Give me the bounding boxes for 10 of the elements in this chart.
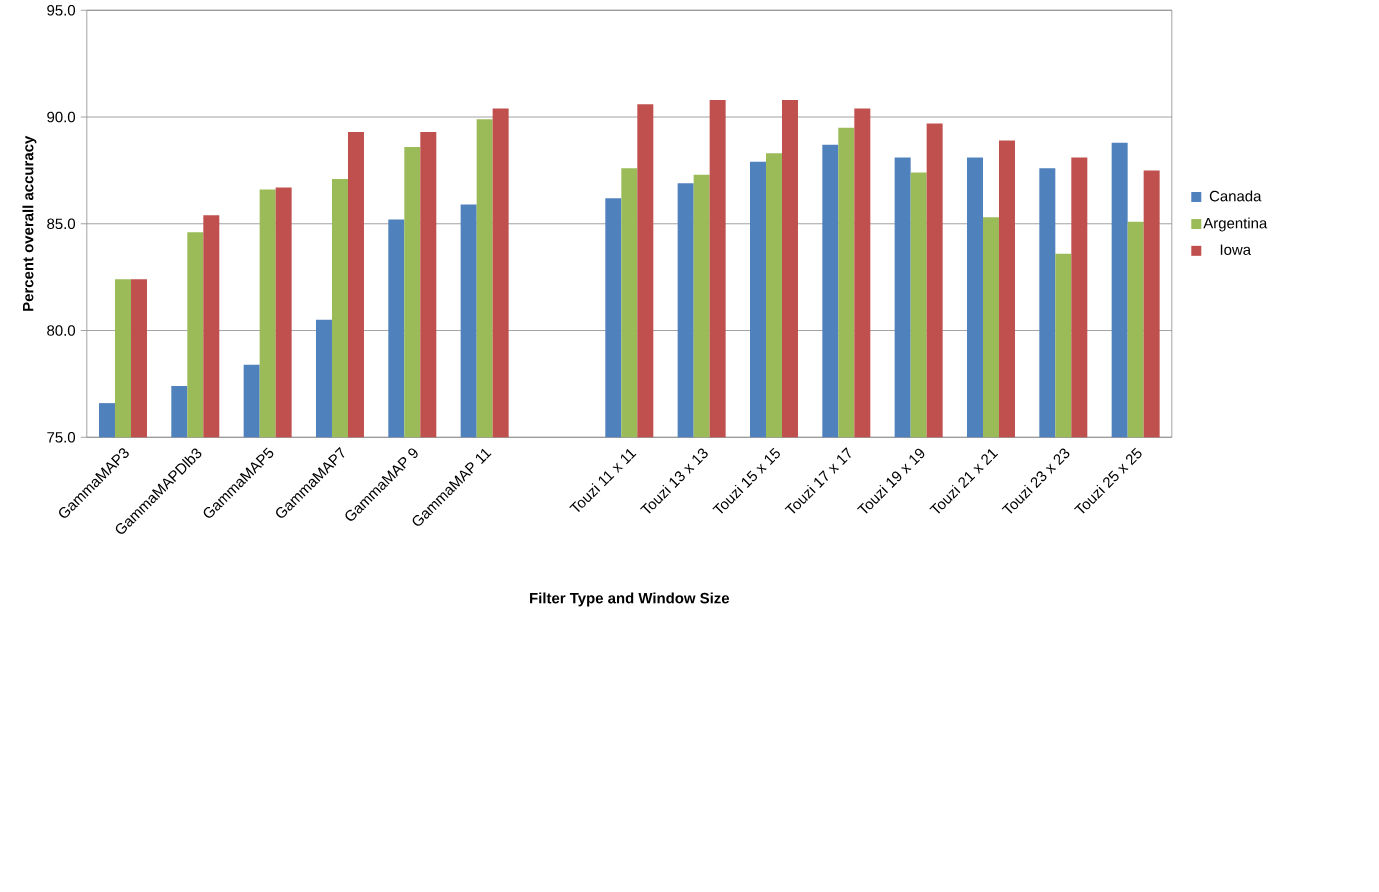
y-tick-label: 80.0 (47, 325, 76, 336)
y-tick-label: 90.0 (47, 111, 76, 123)
y-tick-label: 85.0 (47, 218, 76, 230)
legend-label: Iowa (1220, 244, 1252, 255)
x-axis-title: Filter Type and Window Size (530, 592, 730, 607)
y-tick-label: 75.0 (47, 431, 76, 443)
y-axis-title: Percent overall accuracy (22, 135, 37, 311)
legend-label: Canada (1209, 190, 1262, 202)
y-tick-label: 95.0 (47, 4, 76, 16)
legend-label: Argentina (1203, 217, 1268, 232)
